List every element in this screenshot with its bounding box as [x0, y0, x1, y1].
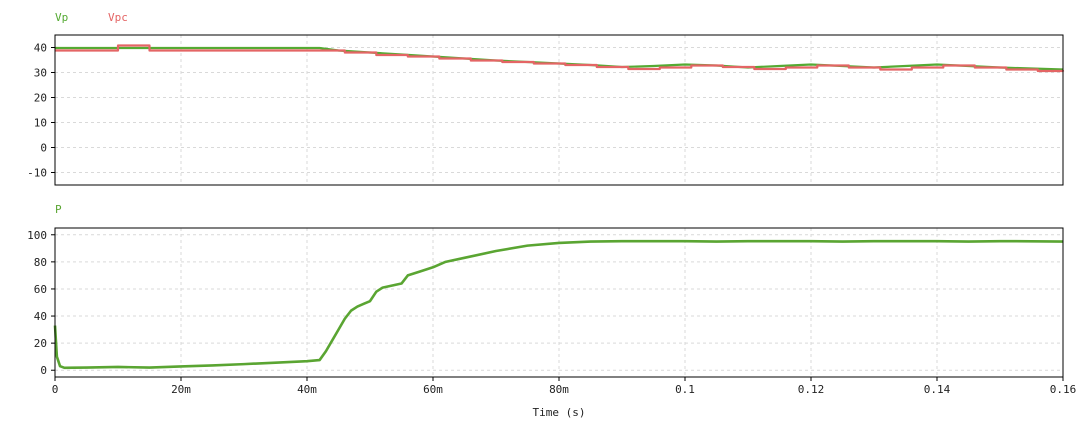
y-tick-label: 20 — [34, 92, 47, 105]
x-tick-label: 0.16 — [1050, 383, 1077, 396]
y-tick-label: 0 — [40, 364, 47, 377]
legend-vpc: Vpc — [108, 11, 128, 24]
y-tick-label: 80 — [34, 256, 47, 269]
x-tick-label: 20m — [171, 383, 191, 396]
x-tick-label: 0 — [52, 383, 59, 396]
y-tick-label: 10 — [34, 117, 47, 130]
y-tick-label: 20 — [34, 337, 47, 350]
series-line-vpc — [55, 44, 1065, 73]
plot-frame — [54, 34, 1064, 186]
x-tick-label: 0.1 — [675, 383, 695, 396]
y-tick-label: -10 — [27, 167, 47, 180]
x-tick-label: 0.12 — [798, 383, 825, 396]
y-tick-label: 60 — [34, 283, 47, 296]
legend-p: P — [55, 203, 62, 216]
x-tick-label: 40m — [297, 383, 317, 396]
y-tick-label: 30 — [34, 67, 47, 80]
series-line-p — [53, 239, 1064, 370]
y-tick-label: 40 — [34, 310, 47, 323]
legend-vp: Vp — [55, 11, 68, 24]
y-tick-label: 40 — [34, 42, 47, 55]
x-tick-label: 0.14 — [924, 383, 951, 396]
x-axis-title: Time (s) — [533, 406, 586, 419]
x-tick-label: 80m — [549, 383, 569, 396]
x-tick-label: 60m — [423, 383, 443, 396]
y-tick-label: 100 — [27, 229, 47, 242]
y-tick-label: 0 — [40, 142, 47, 155]
